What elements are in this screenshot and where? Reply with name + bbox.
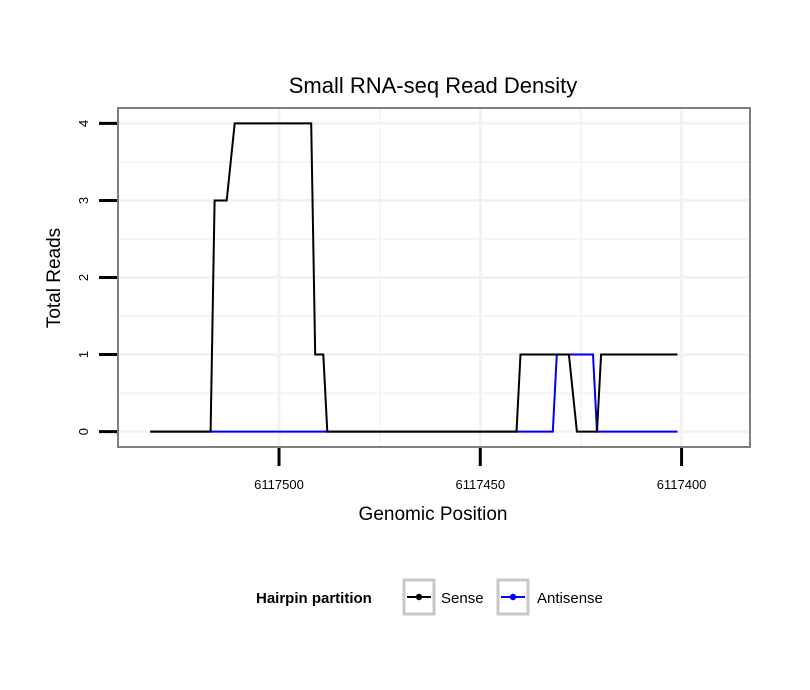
- legend-item-antisense: Antisense: [496, 578, 603, 616]
- x-tick-label: 6117450: [455, 477, 505, 492]
- chart-title: Small RNA-seq Read Density: [289, 73, 578, 98]
- y-tick-label: 2: [76, 274, 91, 281]
- y-axis: 0 1 2 3 4: [76, 120, 117, 435]
- y-tick-label: 4: [76, 120, 91, 127]
- legend-label-sense: Sense: [441, 590, 484, 607]
- x-axis-title: Genomic Position: [359, 504, 508, 525]
- x-tick-label: 6117400: [657, 477, 707, 492]
- series-line-sense: [150, 122, 678, 433]
- legend-dot-antisense: [509, 593, 517, 601]
- grid-lines: [118, 108, 750, 447]
- x-axis: 6117500 6117450 6117400: [254, 448, 706, 492]
- panel-border: [117, 107, 751, 448]
- y-tick-label: 0: [76, 428, 91, 435]
- y-tick-label: 1: [76, 351, 91, 358]
- legend-label-antisense: Antisense: [537, 590, 603, 607]
- y-axis-title: Total Reads: [44, 228, 65, 328]
- x-tick-label: 6117500: [254, 477, 304, 492]
- legend-title: Hairpin partition: [256, 590, 372, 607]
- legend-item-sense: Sense: [402, 578, 484, 616]
- legend-dot-sense: [415, 593, 423, 601]
- series-layer: [150, 122, 678, 433]
- legend: Hairpin partition Sense Antisense: [256, 578, 603, 616]
- y-tick-label: 3: [76, 197, 91, 204]
